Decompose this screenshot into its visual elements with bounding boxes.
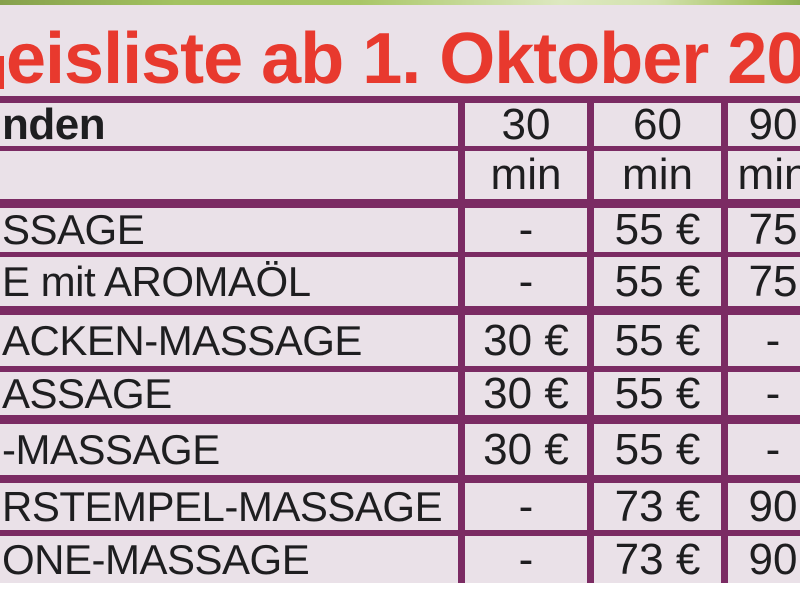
treatment-label: SSAGE [2, 208, 145, 252]
treatment-label: ACKEN-MASSAGE [2, 316, 362, 364]
price-cell-30min: - [458, 483, 587, 530]
header-col-30: 30 [458, 103, 587, 146]
decorative-green-strip [0, 0, 800, 5]
treatment-label: E mit AROMAÖL [2, 257, 311, 305]
price-cell-30min: 30 € [458, 424, 587, 475]
price-cell-90min: - [721, 372, 800, 415]
price-cell-30min: 30 € [458, 315, 587, 366]
price-cell-60min: 55 € [587, 424, 721, 475]
price-cell-90min: - [721, 315, 800, 366]
price-row: ASSAGE 30 € 55 € - [0, 372, 800, 424]
units-col-90: min [721, 151, 800, 199]
table-header-row: nden 30 60 90 [0, 103, 800, 151]
price-cell-30min: - [458, 536, 587, 583]
header-col-60: 60 [587, 103, 721, 146]
price-cell-90min: 75 [721, 208, 800, 252]
treatment-label: ASSAGE [2, 372, 172, 415]
header-col-90: 90 [721, 103, 800, 146]
page-title: eisliste ab 1. Oktober 20 [6, 19, 800, 99]
price-row: RSTEMPEL-MASSAGE - 73 € 90 [0, 483, 800, 536]
price-cell-60min: 73 € [587, 483, 721, 530]
price-row: E mit AROMAÖL - 55 € 75 [0, 257, 800, 315]
units-col-60: min [587, 151, 721, 199]
price-table: nden 30 60 90 min min min SSAGE - 55 € 7… [0, 96, 800, 583]
price-row: ACKEN-MASSAGE 30 € 55 € - [0, 315, 800, 372]
units-label [0, 151, 458, 199]
price-cell-90min: - [721, 424, 800, 475]
treatment-label: RSTEMPEL-MASSAGE [2, 483, 443, 530]
treatment-label: -MASSAGE [2, 425, 220, 473]
price-row: SSAGE - 55 € 75 [0, 208, 800, 257]
price-cell-90min: 90 [721, 536, 800, 583]
price-row: -MASSAGE 30 € 55 € - [0, 424, 800, 483]
price-cell-60min: 55 € [587, 257, 721, 306]
price-cell-60min: 55 € [587, 315, 721, 366]
price-cell-60min: 55 € [587, 372, 721, 415]
price-row: ONE-MASSAGE - 73 € 90 [0, 536, 800, 583]
price-cell-60min: 73 € [587, 536, 721, 583]
header-label: nden [2, 103, 106, 146]
price-cell-30min: - [458, 208, 587, 252]
price-cell-90min: 90 [721, 483, 800, 530]
treatment-label: ONE-MASSAGE [2, 536, 310, 583]
price-cell-30min: - [458, 257, 587, 306]
price-cell-90min: 75 [721, 257, 800, 306]
price-cell-60min: 55 € [587, 208, 721, 252]
price-cell-30min: 30 € [458, 372, 587, 415]
units-col-30: min [458, 151, 587, 199]
table-units-row: min min min [0, 151, 800, 208]
cut-letter-fragment [0, 56, 4, 89]
